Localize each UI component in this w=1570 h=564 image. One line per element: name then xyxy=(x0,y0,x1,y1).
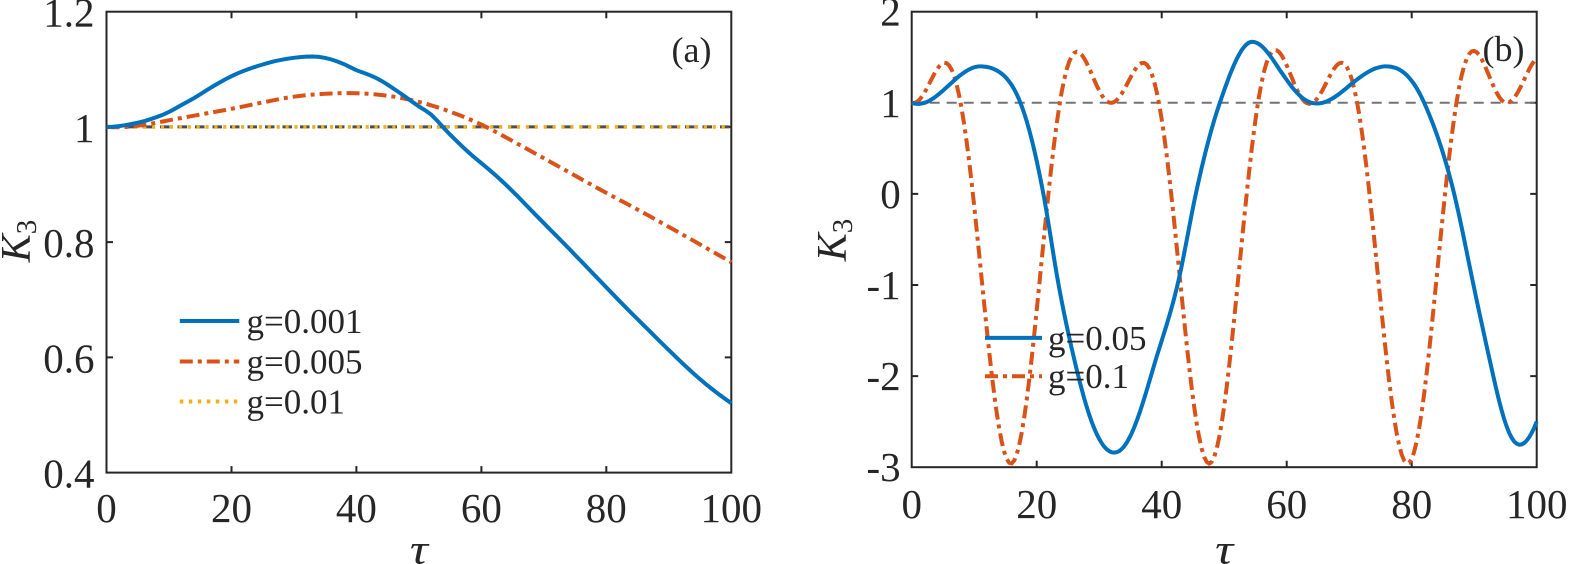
svg-text:0: 0 xyxy=(880,171,901,217)
svg-text:40: 40 xyxy=(1141,481,1182,527)
svg-text:100: 100 xyxy=(701,485,763,531)
svg-text:100: 100 xyxy=(1506,481,1568,527)
svg-text:20: 20 xyxy=(211,485,252,531)
svg-text:80: 80 xyxy=(586,485,627,531)
svg-text:-1: -1 xyxy=(867,262,901,308)
svg-text:60: 60 xyxy=(461,485,502,531)
svg-text:τ: τ xyxy=(1215,527,1235,564)
svg-text:-3: -3 xyxy=(867,444,901,490)
svg-text:60: 60 xyxy=(1266,481,1307,527)
svg-text:0: 0 xyxy=(96,485,117,531)
svg-text:g=0.1: g=0.1 xyxy=(1048,357,1129,396)
svg-text:(b): (b) xyxy=(1483,29,1525,69)
svg-text:g=0.01: g=0.01 xyxy=(247,383,346,422)
svg-text:g=0.05: g=0.05 xyxy=(1048,319,1147,358)
svg-text:0.8: 0.8 xyxy=(43,220,94,266)
svg-text:τ: τ xyxy=(410,527,430,564)
svg-text:0.4: 0.4 xyxy=(43,451,94,497)
svg-text:0.6: 0.6 xyxy=(43,335,94,381)
svg-text:g=0.005: g=0.005 xyxy=(247,343,363,382)
svg-text:20: 20 xyxy=(1016,481,1057,527)
svg-text:-2: -2 xyxy=(867,353,901,399)
svg-text:1.2: 1.2 xyxy=(43,0,94,36)
svg-text:g=0.001: g=0.001 xyxy=(247,302,363,341)
svg-text:2: 2 xyxy=(880,0,901,35)
svg-text:1: 1 xyxy=(74,105,95,151)
svg-text:40: 40 xyxy=(336,485,377,531)
svg-text:0: 0 xyxy=(901,481,922,527)
svg-text:(a): (a) xyxy=(672,30,712,70)
svg-text:1: 1 xyxy=(880,80,901,126)
svg-text:80: 80 xyxy=(1391,481,1432,527)
